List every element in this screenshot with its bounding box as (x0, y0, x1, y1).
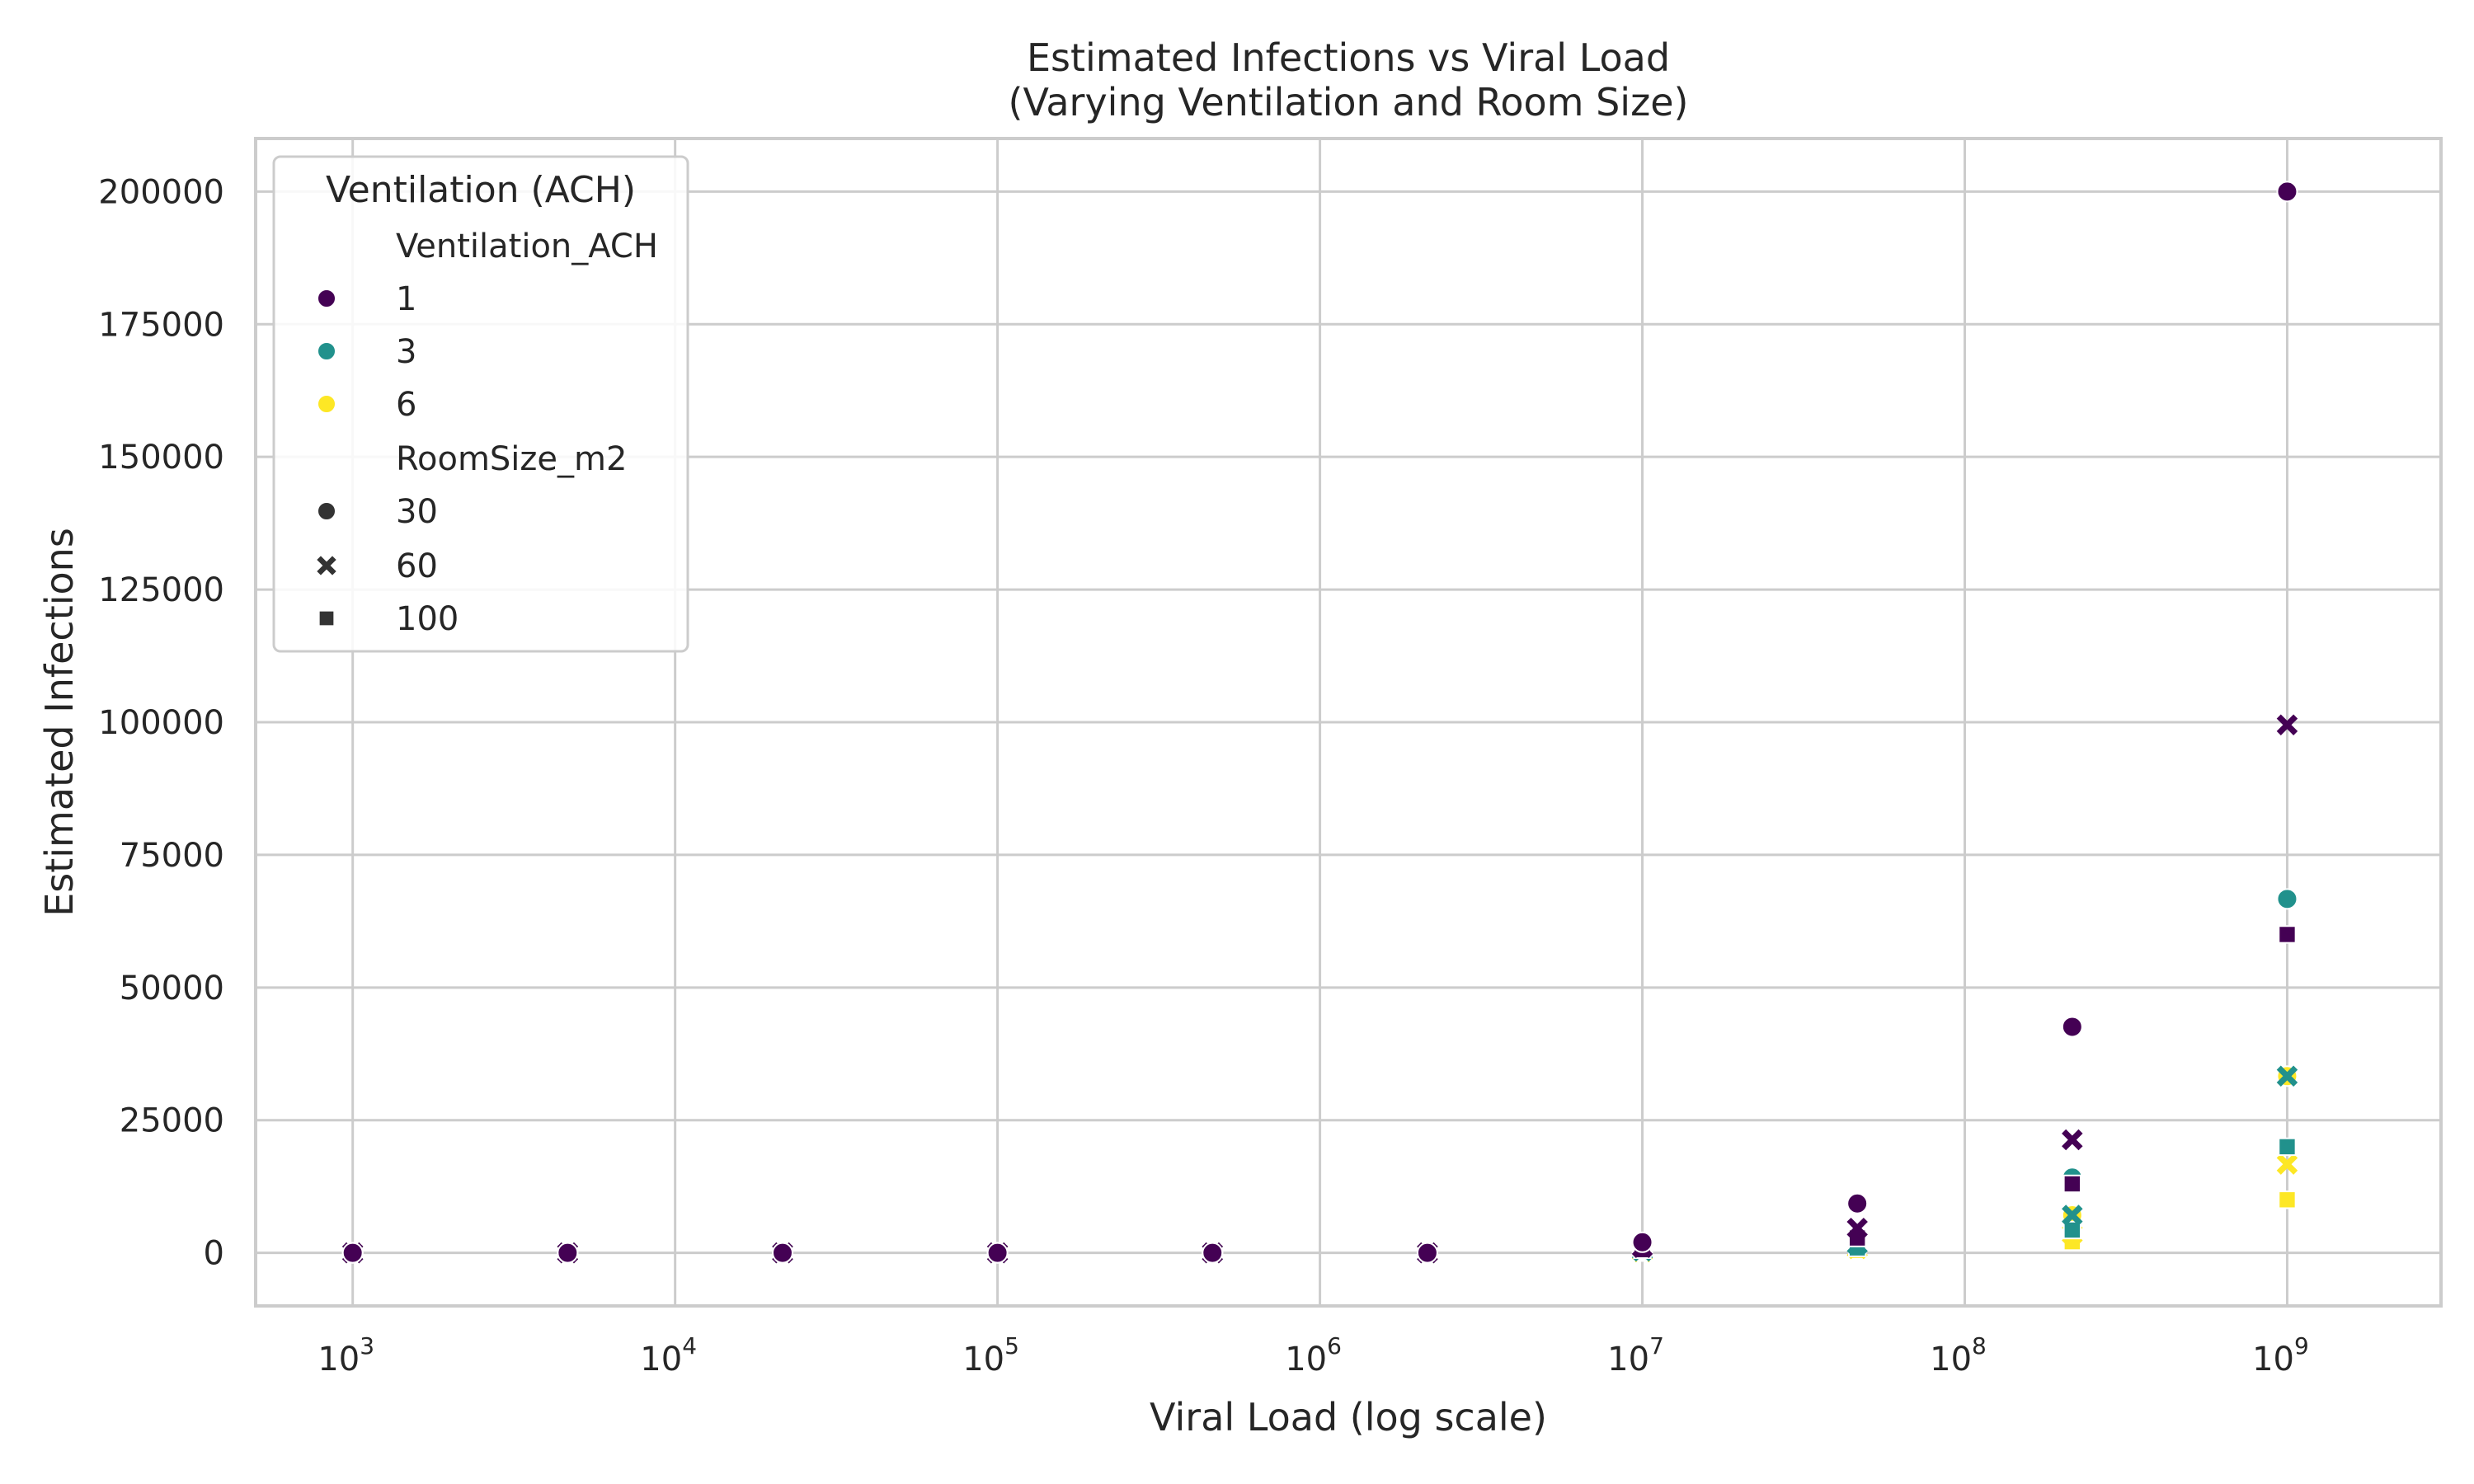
legend-label: 60 (396, 547, 438, 585)
data-point (1846, 1217, 1868, 1239)
data-point (771, 1242, 793, 1264)
data-point (2062, 1174, 2082, 1194)
legend-marker (317, 289, 336, 308)
x-axis-label: Viral Load (log scale) (1150, 1395, 1547, 1439)
legend-hue-title: Ventilation_ACH (396, 228, 658, 265)
legend: Ventilation (ACH) Ventilation_ACH RoomSi… (272, 155, 689, 653)
data-point (2278, 925, 2297, 944)
data-point (2061, 1016, 2083, 1038)
data-point (2276, 181, 2298, 203)
legend-label: 1 (396, 280, 416, 318)
data-point (2276, 1065, 2298, 1087)
data-point (2062, 1129, 2083, 1151)
legend-marker (317, 609, 336, 627)
data-point (2276, 714, 2298, 735)
y-tick-label: 150000 (98, 439, 224, 477)
legend-label: 6 (396, 386, 416, 424)
y-axis-ticks: 0 25000 50000 75000 100000 125000 150000 175000… (98, 173, 224, 1272)
y-tick-label: 200000 (98, 173, 224, 211)
data-point (986, 1242, 1009, 1264)
y-tick-label: 75000 (120, 837, 224, 875)
legend-style-title: RoomSize_m2 (396, 440, 627, 478)
legend-box (272, 155, 689, 653)
chart-title: Estimated Infections vs Viral Load (1027, 35, 1670, 80)
data-point (2276, 1153, 2298, 1175)
x-tick-label: 108 (1930, 1332, 1987, 1378)
y-tick-label: 125000 (98, 571, 224, 609)
chart-subtitle: (Varying Ventilation and Room Size) (1009, 80, 1689, 124)
data-point (2276, 888, 2298, 910)
x-tick-label: 103 (317, 1332, 374, 1378)
legend-marker (317, 394, 336, 414)
x-tick-label: 104 (640, 1332, 697, 1378)
legend-marker (317, 341, 336, 361)
data-point (1416, 1242, 1438, 1264)
data-point (2278, 1137, 2297, 1157)
legend-entries: 1 3 6 30 60 100 (317, 280, 459, 638)
x-tick-label: 109 (2252, 1332, 2309, 1378)
y-tick-label: 50000 (120, 970, 224, 1007)
plot-frame (254, 137, 2443, 1308)
data-point (2278, 1190, 2297, 1209)
y-axis-label: Estimated Infections (37, 528, 82, 917)
data-points (341, 181, 2298, 1264)
data-point (1846, 1192, 1869, 1214)
data-point (557, 1242, 579, 1264)
x-axis-ticks: 103 104 105 106 107 108 109 (317, 1332, 2309, 1378)
legend-title: Ventilation (ACH) (326, 169, 636, 211)
y-tick-label: 100000 (98, 704, 224, 742)
x-tick-label: 106 (1285, 1332, 1342, 1378)
x-tick-label: 105 (962, 1332, 1019, 1378)
legend-label: 30 (396, 493, 438, 531)
legend-label: 100 (396, 600, 459, 638)
y-tick-label: 175000 (98, 306, 224, 344)
x-tick-label: 107 (1607, 1332, 1664, 1378)
data-point (1202, 1242, 1224, 1264)
legend-marker (317, 556, 336, 575)
data-point (341, 1242, 364, 1264)
legend-marker (317, 501, 336, 521)
legend-label: 3 (396, 333, 416, 371)
data-point (2062, 1220, 2082, 1240)
data-point (1631, 1231, 1653, 1253)
y-tick-label: 25000 (120, 1102, 224, 1140)
data-point (2062, 1205, 2083, 1226)
grid-lines (256, 139, 2441, 1306)
y-tick-label: 0 (204, 1235, 224, 1273)
